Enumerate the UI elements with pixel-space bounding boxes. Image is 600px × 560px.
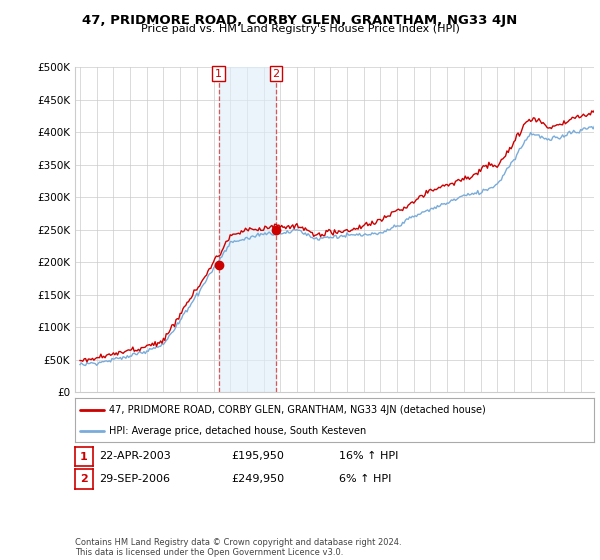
Text: 2: 2 <box>80 474 88 484</box>
Text: HPI: Average price, detached house, South Kesteven: HPI: Average price, detached house, Sout… <box>109 426 366 436</box>
Text: £195,950: £195,950 <box>231 451 284 461</box>
Text: 16% ↑ HPI: 16% ↑ HPI <box>339 451 398 461</box>
Text: 29-SEP-2006: 29-SEP-2006 <box>99 474 170 484</box>
Text: Contains HM Land Registry data © Crown copyright and database right 2024.
This d: Contains HM Land Registry data © Crown c… <box>75 538 401 557</box>
Text: Price paid vs. HM Land Registry's House Price Index (HPI): Price paid vs. HM Land Registry's House … <box>140 24 460 34</box>
Text: 22-APR-2003: 22-APR-2003 <box>99 451 171 461</box>
Text: 6% ↑ HPI: 6% ↑ HPI <box>339 474 391 484</box>
Text: 2: 2 <box>272 69 280 79</box>
Text: 1: 1 <box>215 69 222 79</box>
Text: 47, PRIDMORE ROAD, CORBY GLEN, GRANTHAM, NG33 4JN (detached house): 47, PRIDMORE ROAD, CORBY GLEN, GRANTHAM,… <box>109 405 485 415</box>
Text: 1: 1 <box>80 452 88 461</box>
Text: £249,950: £249,950 <box>231 474 284 484</box>
Text: 47, PRIDMORE ROAD, CORBY GLEN, GRANTHAM, NG33 4JN: 47, PRIDMORE ROAD, CORBY GLEN, GRANTHAM,… <box>82 14 518 27</box>
